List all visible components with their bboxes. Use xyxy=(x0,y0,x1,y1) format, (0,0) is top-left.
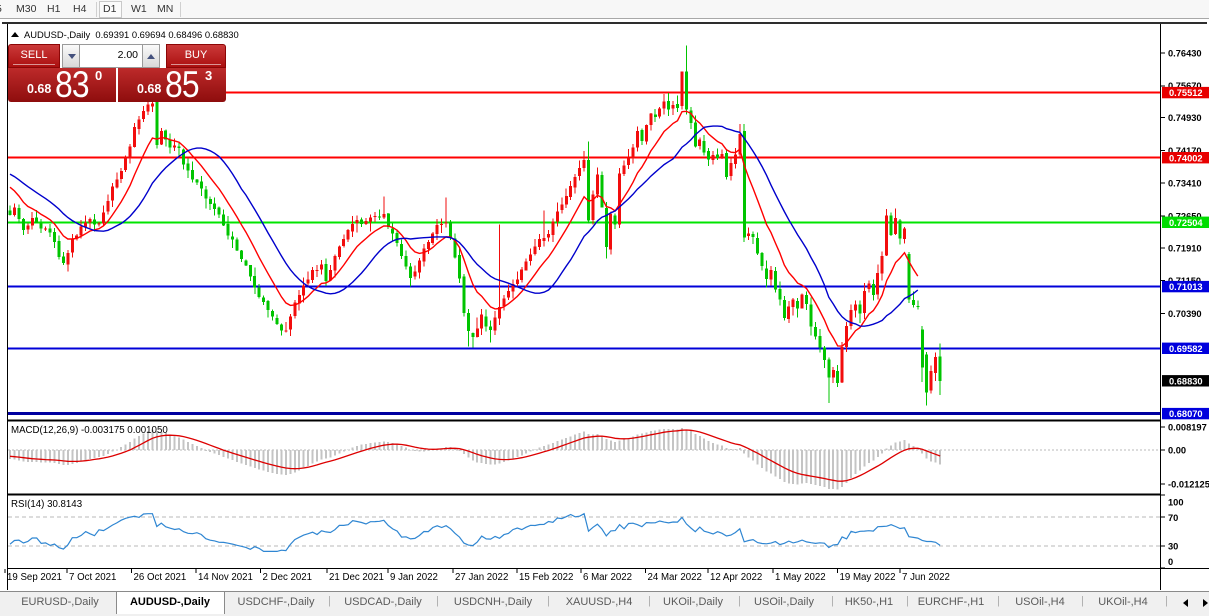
svg-text:26 Oct 2021: 26 Oct 2021 xyxy=(134,572,187,583)
svg-text:2 Dec 2021: 2 Dec 2021 xyxy=(263,572,313,583)
svg-text:0.74170: 0.74170 xyxy=(1168,146,1202,156)
svg-text:6 Mar 2022: 6 Mar 2022 xyxy=(583,572,632,583)
svg-text:0.008197: 0.008197 xyxy=(1168,422,1207,432)
svg-text:0.71910: 0.71910 xyxy=(1168,243,1202,253)
svg-text:7 Jun 2022: 7 Jun 2022 xyxy=(902,572,950,583)
svg-text:0: 0 xyxy=(1168,557,1173,567)
svg-text:0.75670: 0.75670 xyxy=(1168,81,1202,91)
svg-text:0.68830: 0.68830 xyxy=(1169,376,1203,386)
svg-text:30: 30 xyxy=(1168,541,1178,551)
svg-text:0.73410: 0.73410 xyxy=(1168,179,1202,189)
svg-text:0.74002: 0.74002 xyxy=(1169,153,1203,163)
svg-text:0.70390: 0.70390 xyxy=(1168,309,1202,319)
svg-text:21 Dec 2021: 21 Dec 2021 xyxy=(329,572,384,583)
svg-text:0.72650: 0.72650 xyxy=(1168,211,1202,221)
svg-text:100: 100 xyxy=(1168,497,1184,507)
svg-text:0.76430: 0.76430 xyxy=(1168,48,1202,58)
svg-text:MACD(12,26,9) -0.003175 0.0010: MACD(12,26,9) -0.003175 0.001050 xyxy=(11,425,168,436)
svg-text:19 Sep 2021: 19 Sep 2021 xyxy=(7,572,62,583)
svg-text:19 May 2022: 19 May 2022 xyxy=(840,572,896,583)
svg-text:0.00: 0.00 xyxy=(1168,445,1186,455)
svg-text:0.71013: 0.71013 xyxy=(1169,282,1203,292)
svg-text:0.72504: 0.72504 xyxy=(1169,218,1203,228)
svg-text:-0.012125: -0.012125 xyxy=(1168,480,1209,490)
svg-text:27 Jan 2022: 27 Jan 2022 xyxy=(455,572,508,583)
svg-text:24 Mar 2022: 24 Mar 2022 xyxy=(648,572,702,583)
svg-text:7 Oct 2021: 7 Oct 2021 xyxy=(69,572,116,583)
svg-text:0.68070: 0.68070 xyxy=(1169,409,1203,419)
svg-text:0.75512: 0.75512 xyxy=(1169,88,1203,98)
svg-text:14 Nov 2021: 14 Nov 2021 xyxy=(198,572,253,583)
svg-text:70: 70 xyxy=(1168,513,1178,523)
svg-text:0.69582: 0.69582 xyxy=(1169,344,1203,354)
svg-text:15 Feb 2022: 15 Feb 2022 xyxy=(519,572,573,583)
svg-text:9 Jan 2022: 9 Jan 2022 xyxy=(390,572,438,583)
svg-text:1 May 2022: 1 May 2022 xyxy=(775,572,826,583)
svg-text:RSI(14) 30.8143: RSI(14) 30.8143 xyxy=(11,499,82,510)
svg-text:12 Apr 2022: 12 Apr 2022 xyxy=(710,572,762,583)
svg-text:0.74930: 0.74930 xyxy=(1168,113,1202,123)
